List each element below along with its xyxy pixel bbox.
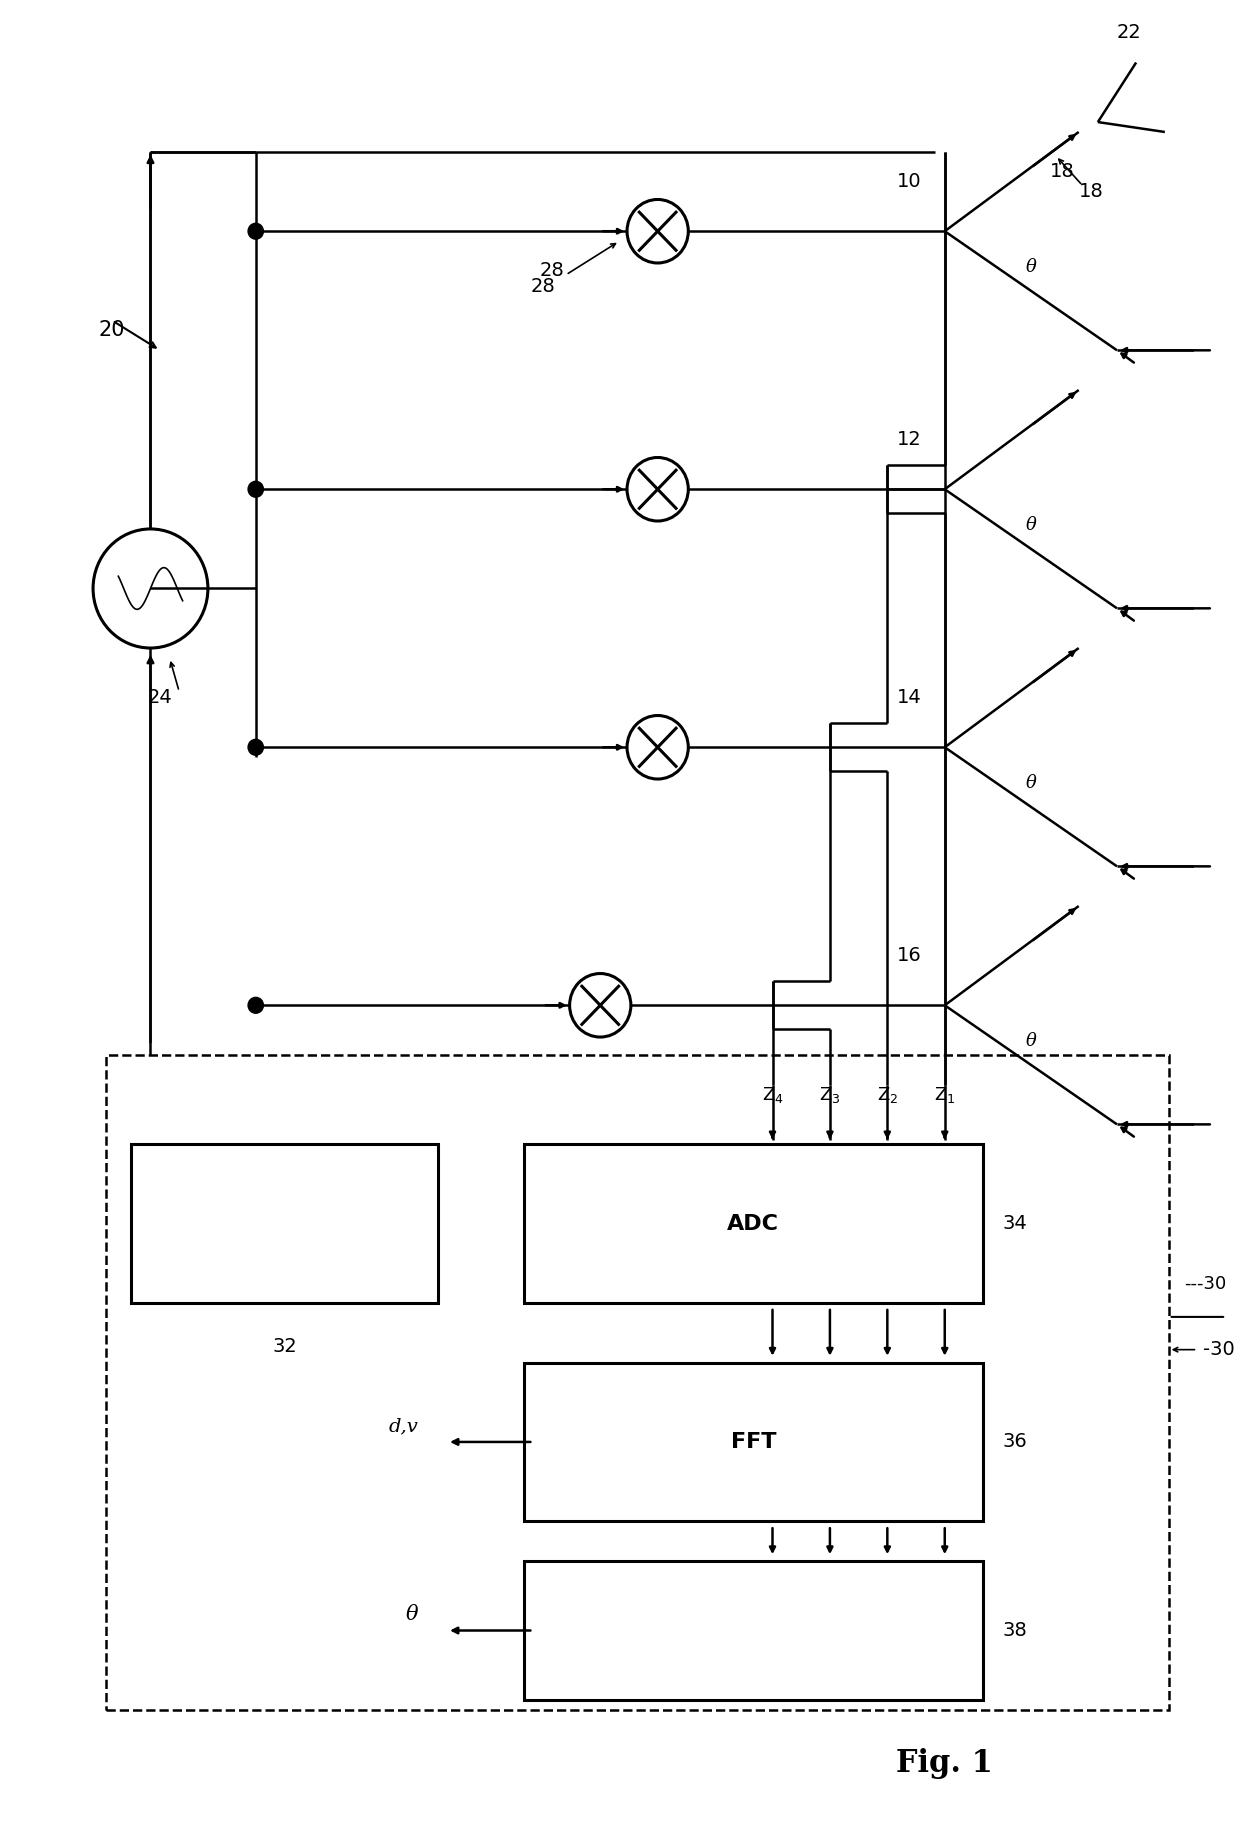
Text: 36: 36 xyxy=(1002,1432,1027,1452)
Text: Fig. 1: Fig. 1 xyxy=(897,1747,993,1779)
Circle shape xyxy=(248,223,263,239)
Text: 22: 22 xyxy=(1117,24,1142,42)
Text: 18: 18 xyxy=(1079,183,1104,201)
Text: d,v: d,v xyxy=(388,1417,418,1435)
Bar xyxy=(523,1561,983,1700)
Text: ---30: ---30 xyxy=(1184,1275,1226,1293)
Text: θ: θ xyxy=(1025,517,1037,533)
Circle shape xyxy=(248,482,263,497)
Circle shape xyxy=(248,740,263,756)
Text: 24: 24 xyxy=(148,688,172,707)
Text: Z$_4$: Z$_4$ xyxy=(761,1085,784,1105)
Text: Z$_3$: Z$_3$ xyxy=(820,1085,841,1105)
Text: θ: θ xyxy=(405,1605,418,1623)
Text: θ: θ xyxy=(1025,1032,1037,1050)
Text: 32: 32 xyxy=(272,1337,296,1357)
Text: 14: 14 xyxy=(897,688,921,707)
Text: θ: θ xyxy=(1025,257,1037,276)
Bar xyxy=(523,1362,983,1521)
Text: 16: 16 xyxy=(897,946,921,966)
Text: FFT: FFT xyxy=(730,1432,776,1452)
Text: 28: 28 xyxy=(541,261,564,281)
Text: Z$_1$: Z$_1$ xyxy=(934,1085,956,1105)
Text: 18: 18 xyxy=(1050,163,1075,181)
Bar xyxy=(131,1145,438,1304)
Circle shape xyxy=(248,997,263,1013)
Text: θ: θ xyxy=(1025,774,1037,792)
Text: 10: 10 xyxy=(898,172,921,192)
Text: ADC: ADC xyxy=(728,1214,780,1234)
Text: 38: 38 xyxy=(1002,1621,1027,1640)
Text: Z$_2$: Z$_2$ xyxy=(877,1085,898,1105)
Bar xyxy=(523,1145,983,1304)
Text: 12: 12 xyxy=(897,431,921,449)
Text: 28: 28 xyxy=(531,278,556,296)
Text: 34: 34 xyxy=(1002,1214,1027,1233)
Bar xyxy=(107,1055,1168,1709)
Text: 20: 20 xyxy=(99,321,125,340)
Text: -30: -30 xyxy=(1203,1340,1235,1359)
